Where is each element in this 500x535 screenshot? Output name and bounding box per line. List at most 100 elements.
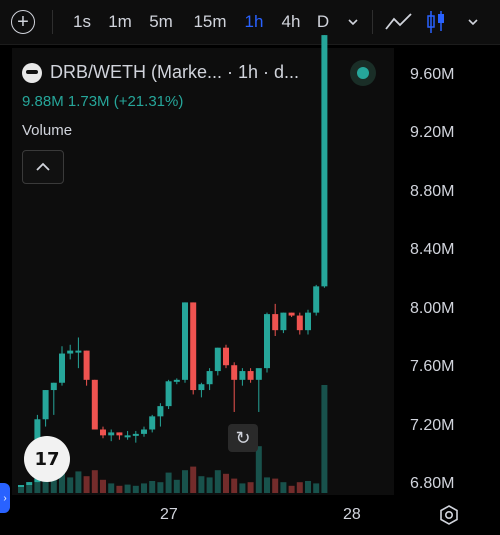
time-tick: 28	[343, 506, 361, 523]
volume-bar	[214, 470, 221, 493]
candle-body	[132, 433, 139, 436]
price-axis[interactable]	[394, 48, 500, 495]
volume-bar	[231, 478, 238, 493]
volume-bar	[173, 479, 180, 493]
interval-1s[interactable]: 1s	[73, 12, 91, 31]
candle-body	[231, 365, 238, 380]
symbol-legend[interactable]: DRB/WETH (Marke... · 1h · d...	[22, 62, 299, 83]
candles-icon[interactable]	[422, 0, 450, 44]
candle-body	[190, 302, 197, 391]
volume-bar	[26, 484, 33, 493]
candle-body	[91, 379, 98, 430]
volume-bar	[18, 487, 24, 493]
price-tick: 8.80M	[410, 183, 455, 200]
toolbar-chevron-down-icon[interactable]	[460, 0, 486, 44]
candle-body	[239, 371, 246, 380]
candle-body	[18, 485, 24, 487]
candle-body	[50, 382, 57, 391]
volume-bar	[206, 477, 213, 493]
candle-body	[149, 416, 156, 430]
collapse-legend-button[interactable]	[22, 150, 64, 184]
volume-bar	[100, 479, 106, 493]
candle-body	[116, 432, 123, 436]
interval-4h[interactable]: 4h	[281, 12, 301, 31]
interval-d[interactable]: D	[316, 12, 330, 31]
candle-body	[59, 353, 65, 383]
volume-bar	[182, 470, 188, 493]
volume-bar	[198, 476, 205, 493]
time-tick: 27	[160, 506, 178, 523]
volume-bar	[116, 485, 123, 493]
chevron-down-icon[interactable]	[342, 0, 364, 44]
chart-pane[interactable]	[12, 48, 394, 495]
candle-body	[280, 312, 287, 331]
candle-body	[26, 482, 33, 485]
candle-body	[264, 314, 270, 369]
volume-bar	[247, 482, 254, 493]
candle-body	[321, 35, 328, 287]
volume-bar	[321, 385, 328, 493]
candle-body	[313, 286, 320, 313]
volume-bar	[108, 483, 115, 493]
candle-body	[296, 315, 303, 331]
candle-body	[108, 432, 115, 436]
interval-15m[interactable]: 15m	[193, 12, 227, 31]
volume-bar	[132, 485, 139, 493]
price-tick: 6.80M	[410, 475, 455, 492]
price-tick: 8.40M	[410, 241, 455, 258]
volume-bar	[223, 473, 229, 493]
candle-body	[305, 312, 311, 331]
candle-body	[141, 429, 147, 434]
candle-body	[173, 379, 180, 382]
symbol-title: DRB/WETH (Marke... · 1h · d...	[50, 62, 300, 82]
candle-body	[124, 435, 131, 438]
volume-bar	[157, 482, 164, 493]
settings-icon[interactable]	[438, 504, 460, 526]
price-tick: 7.20M	[410, 417, 455, 434]
candle-body	[75, 350, 82, 353]
candle-body	[214, 347, 221, 372]
candle-body	[67, 350, 74, 354]
reset-chart-button[interactable]: ↻	[228, 424, 258, 452]
side-panel-handle[interactable]: ›	[0, 483, 10, 513]
volume-bar	[165, 472, 172, 493]
candle-body	[255, 368, 262, 380]
volume-bar	[149, 481, 156, 493]
volume-bar	[296, 482, 303, 493]
price-tick: 9.60M	[410, 66, 455, 83]
volume-bar	[141, 483, 147, 493]
market-status-icon[interactable]	[350, 60, 376, 86]
candle-body	[157, 406, 164, 417]
volume-bar	[83, 476, 90, 493]
toolbar: + 1s 1m 5m 15m 1h 4h D	[0, 0, 500, 45]
volume-bar	[313, 483, 320, 493]
candle-body	[206, 371, 213, 385]
tradingview-logo[interactable]: 17	[24, 436, 70, 482]
volume-bar	[75, 471, 82, 493]
candle-body	[198, 384, 205, 391]
price-tick: 7.60M	[410, 358, 455, 375]
volume-bar	[50, 472, 57, 493]
divider	[372, 10, 373, 34]
volume-bar	[272, 478, 279, 493]
volume-bar	[305, 481, 311, 493]
volume-bar	[59, 464, 65, 493]
interval-1h[interactable]: 1h	[244, 12, 264, 31]
interval-5m[interactable]: 5m	[149, 12, 173, 31]
price-change-values: 9.88M 1.73M (+21.31%)	[22, 93, 184, 110]
line-chart-icon[interactable]	[382, 0, 416, 44]
volume-bar	[288, 485, 295, 493]
volume-bar	[280, 482, 287, 493]
volume-bar	[264, 477, 270, 493]
add-icon[interactable]: +	[8, 0, 38, 44]
volume-bar	[255, 446, 262, 493]
volume-bar	[124, 484, 131, 493]
candle-body	[272, 314, 279, 331]
interval-1m[interactable]: 1m	[108, 12, 132, 31]
candle-body	[100, 429, 106, 436]
token-avatar-icon	[22, 62, 42, 83]
volume-bar	[34, 473, 41, 493]
candle-body	[42, 390, 49, 420]
candle-body	[247, 371, 254, 380]
